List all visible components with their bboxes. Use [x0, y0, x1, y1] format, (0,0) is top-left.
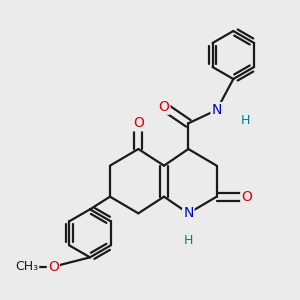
Text: N: N [212, 103, 222, 117]
Text: O: O [133, 116, 144, 130]
Text: O: O [159, 100, 170, 114]
Text: H: H [240, 113, 250, 127]
Text: N: N [183, 206, 194, 220]
Text: CH₃: CH₃ [15, 260, 38, 273]
Text: O: O [48, 260, 59, 274]
Text: O: O [241, 190, 252, 204]
Text: H: H [184, 233, 193, 247]
